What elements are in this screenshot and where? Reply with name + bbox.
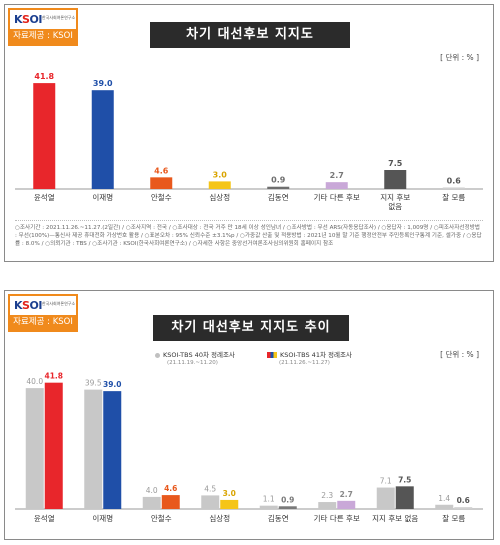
chart-panel-trend: KSOI 한국사회여론연구소 자료제공 : KSOI 차기 대선후보 지지도 추… xyxy=(4,290,494,540)
tick-label: 없음 xyxy=(388,202,402,211)
bar xyxy=(337,500,356,509)
ksoi-logo: KSOI 한국사회여론연구소 자료제공 : KSOI xyxy=(8,8,78,46)
chart-panel-current: KSOI 한국사회여론연구소 자료제공 : KSOI 차기 대선후보 지지도 [… xyxy=(4,4,494,262)
data-label: 39.0 xyxy=(103,380,122,389)
bar xyxy=(161,495,180,509)
data-label: 4.5 xyxy=(204,484,216,493)
tick-label: 심상정 xyxy=(209,513,230,523)
data-label: 4.6 xyxy=(154,166,169,175)
chart-title: 차기 대선후보 지지도 xyxy=(150,22,350,48)
data-label: 0.6 xyxy=(457,496,470,505)
data-label: 39.0 xyxy=(93,79,113,88)
data-label: 0.9 xyxy=(271,176,286,185)
legend-label: KSOI-TBS 40차 정례조사 xyxy=(163,351,235,359)
logo-subtext: 한국사회여론연구소 xyxy=(42,15,76,20)
logo-mark: KSOI xyxy=(14,13,42,26)
data-label: 41.8 xyxy=(34,72,54,81)
legend-swatch xyxy=(267,352,277,358)
bar xyxy=(142,496,161,509)
bar xyxy=(318,502,337,509)
bar xyxy=(442,187,465,189)
bar xyxy=(25,388,44,509)
bar xyxy=(91,90,114,189)
tick-label: 심상정 xyxy=(209,192,230,202)
bar xyxy=(208,181,231,189)
data-label: 1.1 xyxy=(263,495,275,504)
tick-label: 윤석열 xyxy=(34,192,55,202)
bar xyxy=(44,382,63,509)
data-label: 40.0 xyxy=(26,377,43,386)
bar xyxy=(150,177,173,189)
legend-label: KSOI-TBS 41차 정례조사 xyxy=(280,351,352,359)
logo-subtext: 한국사회여론연구소 xyxy=(42,301,76,306)
tick-label: 잘 모름 xyxy=(442,514,465,523)
bar xyxy=(435,504,454,509)
data-label: 0.6 xyxy=(447,176,462,185)
tick-label: 이재명 xyxy=(92,513,113,523)
bar xyxy=(395,486,414,509)
data-label: 41.8 xyxy=(44,372,63,381)
unit-label: [ 단위 : % ] xyxy=(440,53,479,62)
legend-item-41: KSOI-TBS 41차 정례조사 (21.11.26.~11.27) xyxy=(267,349,352,366)
data-label: 2.7 xyxy=(340,490,353,499)
source-label: 자료제공 : KSOI xyxy=(10,315,76,330)
chart-title: 차기 대선후보 지지도 추이 xyxy=(153,315,349,341)
legend-swatch xyxy=(155,352,160,358)
bar-chart-trend: 40.041.8 윤석열 39.5 39.0 이재명 4.0 4.6 안철수 4.5 3.0 심상정… xyxy=(15,372,483,523)
data-label: 4.6 xyxy=(164,484,177,493)
data-label: 1.4 xyxy=(438,494,450,503)
logo-mark: KSOI xyxy=(14,299,42,312)
bar xyxy=(267,186,290,189)
source-label: 자료제공 : KSOI xyxy=(10,29,76,44)
tick-label: 윤석열 xyxy=(34,513,55,523)
tick-label: 안철수 xyxy=(151,513,172,523)
bar xyxy=(454,507,473,509)
data-label: 2.7 xyxy=(330,171,344,180)
bar xyxy=(376,487,395,509)
bar xyxy=(201,495,220,509)
tick-label: 기타 다른 후보 xyxy=(314,514,360,523)
data-label: 4.0 xyxy=(146,486,158,495)
tick-label: 지지 후보 xyxy=(380,193,410,202)
bar xyxy=(220,499,239,509)
bar xyxy=(103,391,122,509)
bar-chart-current: 41.8 윤석열 39.0 이재명 4.6 안철수 3.0 심상정 0.9 김동연 2.7 기타 다른… xyxy=(15,72,483,211)
survey-notes: ○조사기간 : 2021.11.26.~11.27.(2일간) / ○조사지역 … xyxy=(15,220,483,248)
bar xyxy=(84,389,103,509)
data-label: 7.1 xyxy=(380,477,392,486)
bar xyxy=(384,170,407,189)
data-label: 3.0 xyxy=(213,170,228,179)
data-label: 3.0 xyxy=(223,489,236,498)
legend-dates: (21.11.19.~11.20) xyxy=(167,360,218,366)
tick-label: 안철수 xyxy=(151,192,172,202)
data-label: 39.5 xyxy=(85,379,102,388)
tick-label: 지지 후보 없음 xyxy=(372,514,418,523)
legend-item-40: KSOI-TBS 40차 정례조사 (21.11.19.~11.20) xyxy=(155,349,235,366)
bar xyxy=(278,506,297,509)
legend-dates: (21.11.26.~11.27) xyxy=(279,360,330,366)
data-label: 2.3 xyxy=(321,491,333,500)
unit-label: [ 단위 : % ] xyxy=(440,350,479,359)
tick-label: 이재명 xyxy=(92,192,113,202)
ksoi-logo: KSOI 한국사회여론연구소 자료제공 : KSOI xyxy=(8,294,78,332)
bar xyxy=(33,83,56,189)
data-label: 7.5 xyxy=(388,159,403,168)
data-label: 7.5 xyxy=(398,475,411,484)
tick-label: 김동연 xyxy=(268,513,289,523)
bar xyxy=(325,182,348,189)
tick-label: 기타 다른 후보 xyxy=(314,193,360,202)
bar xyxy=(259,505,278,509)
tick-label: 잘 모름 xyxy=(442,193,465,202)
data-label: 0.9 xyxy=(281,495,294,504)
tick-label: 김동연 xyxy=(268,192,289,202)
